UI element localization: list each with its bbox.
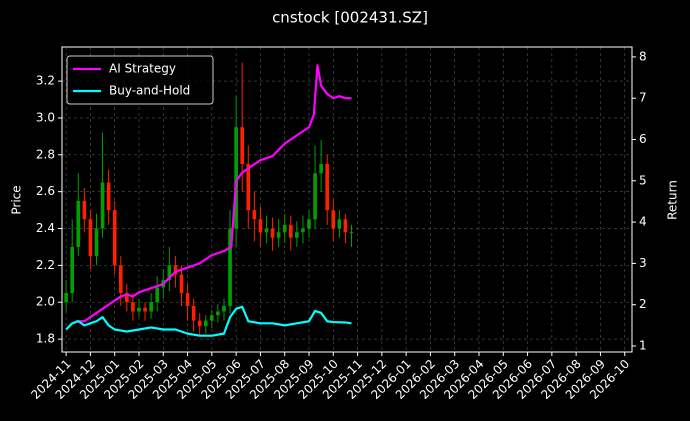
y-axis-label: Price	[10, 185, 24, 214]
candle-body	[137, 307, 141, 312]
candle-body	[337, 219, 342, 229]
candle-body	[246, 164, 251, 211]
candle-body	[264, 228, 269, 233]
y-tick-label: 2.8	[36, 147, 55, 161]
legend-box	[66, 55, 214, 105]
candle-body	[149, 302, 153, 312]
candle-body	[203, 320, 208, 327]
candle-body	[276, 232, 281, 238]
y2-tick-label: 4	[639, 215, 647, 229]
candle-body	[258, 219, 263, 233]
candle-body	[307, 219, 311, 229]
y-tick-label: 2.2	[36, 258, 55, 272]
candle-body	[112, 210, 117, 266]
candle-body	[155, 287, 160, 303]
candle-body	[331, 210, 336, 229]
candle-body	[252, 210, 257, 220]
chart-title: cnstock [002431.SZ]	[272, 9, 428, 27]
y-tick-label: 3.0	[36, 110, 55, 124]
candle-body	[216, 311, 220, 316]
candle-body	[197, 320, 202, 327]
legend-label: Buy-and-Hold	[109, 84, 190, 98]
candle-body	[88, 219, 93, 257]
y2-tick-label: 6	[639, 132, 647, 146]
y-tick-label: 3.2	[36, 74, 55, 88]
candle-body	[210, 315, 214, 321]
candle-body	[288, 224, 293, 238]
candle-body	[64, 293, 68, 303]
candle-body	[70, 246, 75, 294]
y-tick-label: 2.0	[36, 295, 55, 309]
candle-body	[343, 219, 348, 233]
y2-tick-label: 8	[639, 49, 647, 63]
y2-tick-label: 3	[639, 256, 647, 270]
candle-body	[313, 173, 317, 220]
candle-body	[167, 265, 172, 281]
candle-body	[143, 307, 147, 312]
candle-body	[222, 305, 226, 312]
y-tick-label: 2.4	[36, 221, 55, 235]
y-tick-label: 1.8	[36, 332, 55, 346]
candle-body	[295, 232, 299, 238]
candle-body	[185, 293, 190, 306]
candle-body	[270, 228, 275, 238]
candle-body	[228, 228, 232, 306]
y2-tick-label: 1	[639, 339, 647, 353]
candle-body	[76, 200, 81, 247]
y2-tick-label: 2	[639, 297, 647, 311]
candle-body	[282, 224, 287, 233]
candle-body	[301, 228, 305, 233]
y2-axis-label: Return	[666, 180, 680, 220]
legend-label: AI Strategy	[109, 62, 176, 76]
candle-body	[349, 232, 354, 234]
candle-body	[131, 302, 135, 312]
y2-tick-label: 7	[639, 91, 647, 105]
candle-body	[325, 164, 330, 211]
candle-body	[82, 200, 87, 220]
candle-body	[106, 182, 111, 211]
candle-body	[118, 265, 123, 294]
return-line	[75, 64, 352, 323]
candle-body	[94, 228, 99, 257]
plot-frame	[61, 46, 633, 353]
candle-body	[234, 127, 238, 229]
candle-body	[100, 182, 105, 229]
candle-body	[319, 164, 323, 174]
return-line	[65, 305, 352, 337]
candle-body	[179, 274, 184, 294]
candle-body	[125, 293, 129, 303]
candle-body	[173, 265, 178, 275]
candle-body	[240, 127, 245, 165]
y-tick-label: 2.6	[36, 184, 55, 198]
y2-tick-label: 5	[639, 173, 647, 187]
candle-body	[191, 305, 196, 321]
